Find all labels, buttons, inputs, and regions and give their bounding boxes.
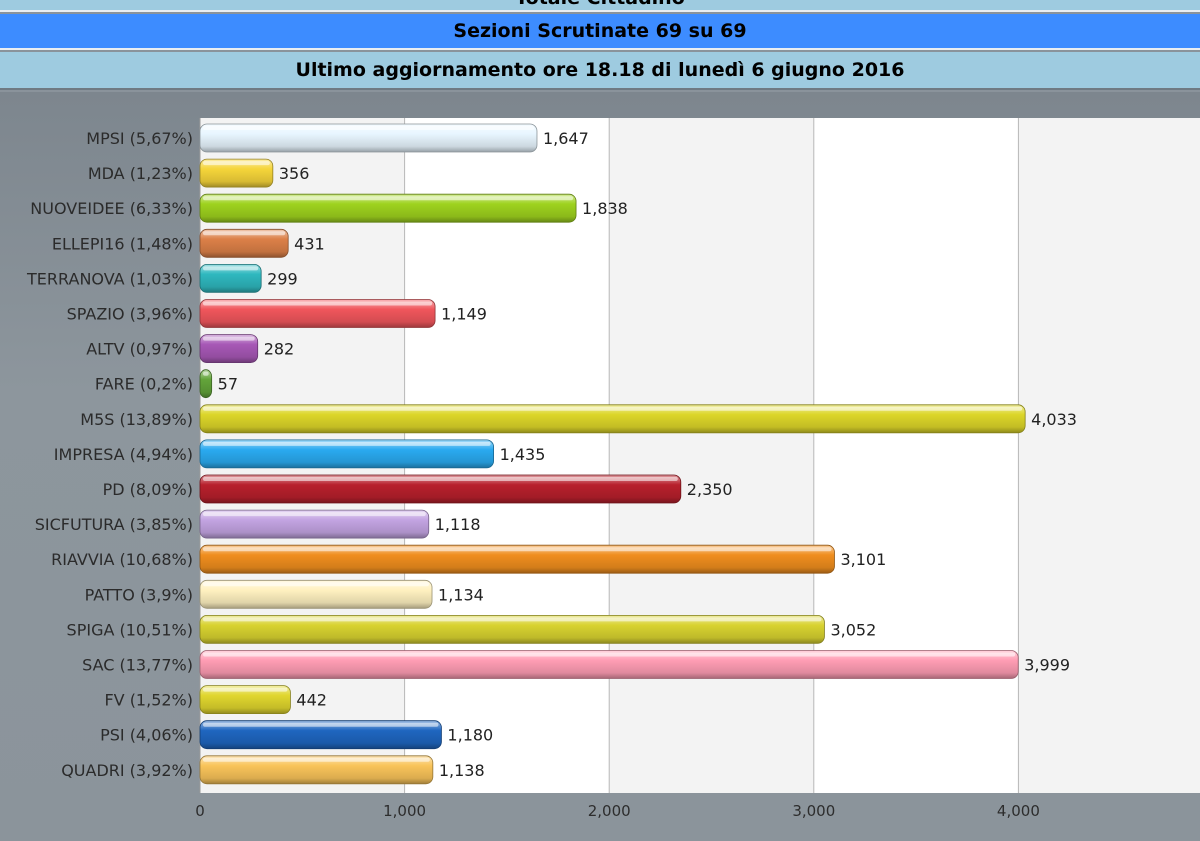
data-label: 1,149 — [441, 305, 487, 324]
category-label: RIAVVIA (10,68%) — [51, 550, 193, 569]
bar-highlight — [203, 336, 255, 341]
plot-band — [813, 118, 1019, 793]
bar-highlight — [203, 617, 822, 622]
chart-area: MPSI (5,67%) MDA (1,23%) NUOVEIDEE (6,33%)… — [0, 92, 1200, 841]
category-label: FARE (0,2%) — [95, 375, 193, 394]
bar[interactable] — [199, 263, 262, 293]
category-label: FV (1,52%) — [104, 691, 193, 710]
category-label: SPIGA (10,51%) — [67, 620, 193, 639]
bar[interactable] — [199, 299, 436, 328]
bar-chart: MPSI (5,67%) MDA (1,23%) NUOVEIDEE (6,33%)… — [26, 118, 1200, 820]
bar-highlight — [203, 161, 270, 166]
bar[interactable] — [199, 439, 495, 469]
data-label: 2,350 — [687, 480, 733, 499]
bar[interactable] — [199, 544, 835, 574]
category-labels: MPSI (5,67%) MDA (1,23%) NUOVEIDEE (6,33%)… — [26, 129, 193, 780]
bar-highlight — [203, 512, 426, 517]
bar-highlight — [203, 126, 534, 130]
category-label: MPSI (5,67%) — [86, 129, 193, 148]
bar[interactable] — [199, 685, 291, 714]
category-label: ELLEPI16 (1,48%) — [52, 234, 193, 253]
data-label: 1,138 — [439, 761, 485, 780]
plot-band — [609, 118, 814, 793]
value-labels: 1,647 356 1,838 431 299 1,149 282 57 4,033 1,435 2… — [218, 129, 1077, 780]
category-label: PSI (4,06%) — [100, 726, 193, 745]
data-label: 431 — [294, 234, 325, 253]
bar[interactable] — [199, 474, 682, 504]
data-label: 1,838 — [582, 199, 628, 218]
data-label: 356 — [279, 164, 310, 183]
bar-highlight — [203, 231, 286, 236]
category-label: SPAZIO (3,96%) — [67, 305, 193, 324]
data-label: 1,118 — [435, 515, 481, 534]
bar-highlight — [203, 547, 832, 552]
total-title-banner: Totale Cittadino — [0, 0, 1200, 12]
x-tick-label: 3,000 — [792, 802, 835, 820]
category-label: SAC (13,77%) — [82, 656, 193, 675]
sezioni-banner: Sezioni Scrutinate 69 su 69 — [0, 14, 1200, 50]
data-label: 299 — [267, 269, 298, 288]
category-label: MDA (1,23%) — [88, 164, 193, 183]
plot-background — [200, 118, 1200, 793]
bar-highlight — [203, 477, 678, 481]
data-label: 3,052 — [830, 620, 876, 639]
category-label: M5S (13,89%) — [80, 410, 193, 429]
category-label: PATTO (3,9%) — [85, 585, 193, 604]
sezioni-text: Sezioni Scrutinate 69 su 69 — [453, 20, 747, 42]
x-tick-label: 2,000 — [588, 802, 631, 820]
bar-highlight — [203, 301, 433, 306]
data-label: 1,180 — [447, 726, 493, 745]
bar-highlight — [203, 196, 574, 201]
bar-highlight — [203, 406, 1023, 411]
data-label: 3,999 — [1024, 656, 1070, 675]
bars — [199, 123, 1026, 785]
bar[interactable] — [199, 755, 434, 785]
bar[interactable] — [199, 228, 289, 258]
data-label: 57 — [218, 375, 238, 394]
plot-band — [1018, 118, 1200, 793]
category-label: NUOVEIDEE (6,33%) — [30, 199, 193, 218]
category-label: PD (8,09%) — [103, 480, 193, 499]
data-label: 4,033 — [1031, 410, 1077, 429]
update-text: Ultimo aggiornamento ore 18.18 di lunedì… — [295, 59, 905, 81]
category-label: ALTV (0,97%) — [86, 340, 193, 359]
category-label: QUADRI (3,92%) — [61, 761, 193, 780]
bar[interactable] — [199, 615, 825, 644]
bar[interactable] — [199, 369, 213, 399]
data-label: 442 — [296, 691, 327, 710]
category-label: TERRANOVA (1,03%) — [26, 269, 193, 288]
bar-highlight — [203, 266, 259, 271]
bar-highlight — [203, 687, 288, 692]
update-banner: Ultimo aggiornamento ore 18.18 di lunedì… — [0, 52, 1200, 90]
data-label: 3,101 — [840, 550, 886, 569]
bar[interactable] — [199, 334, 259, 364]
x-tick-label: 4,000 — [997, 802, 1040, 820]
bar-highlight — [203, 582, 430, 587]
x-tick-label: 0 — [195, 802, 205, 820]
data-label: 282 — [264, 340, 295, 359]
x-tick-label: 1,000 — [383, 802, 426, 820]
bar-highlight — [203, 441, 491, 446]
bar[interactable] — [199, 193, 577, 223]
bar[interactable] — [199, 158, 274, 188]
data-label: 1,134 — [438, 585, 484, 604]
bar-highlight — [203, 757, 430, 762]
category-label: SICFUTURA (3,85%) — [35, 515, 193, 534]
x-axis-ticks: 0 1,000 2,000 3,000 4,000 — [195, 802, 1040, 820]
bar-highlight — [203, 652, 1016, 657]
bar[interactable] — [199, 579, 433, 609]
bar[interactable] — [199, 720, 442, 750]
data-label: 1,647 — [543, 129, 589, 148]
bar-highlight — [203, 371, 209, 376]
category-label: IMPRESA (4,94%) — [54, 445, 193, 464]
total-title: Totale Cittadino — [515, 0, 685, 9]
data-label: 1,435 — [500, 445, 546, 464]
bar[interactable] — [199, 509, 430, 539]
bar[interactable] — [199, 650, 1019, 679]
bar[interactable] — [199, 404, 1026, 434]
bar-highlight — [203, 722, 439, 727]
bar[interactable] — [199, 123, 538, 153]
